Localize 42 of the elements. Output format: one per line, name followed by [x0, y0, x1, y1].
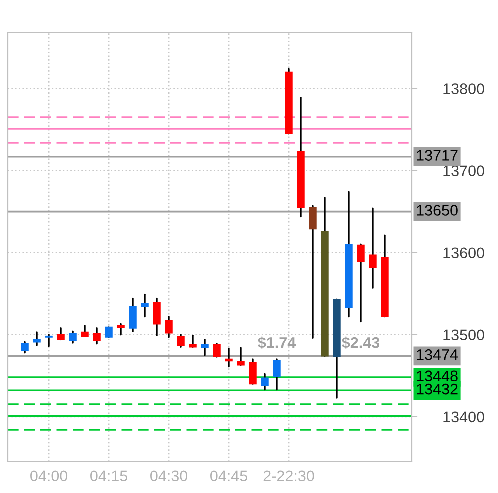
y-tick-label: 13600 — [444, 248, 484, 259]
x-tick-label: 04:15 — [90, 470, 128, 482]
annotation: $2.43 — [342, 336, 380, 350]
candlestick — [129, 298, 137, 332]
candlestick — [45, 334, 53, 348]
y-tick-label: 13700 — [444, 166, 484, 176]
candlestick — [105, 326, 113, 338]
candlestick — [153, 298, 161, 337]
y-tick-label: 13800 — [444, 84, 484, 94]
candlestick — [357, 244, 365, 323]
candlestick — [273, 358, 281, 391]
candlestick — [141, 294, 149, 318]
y-tick-label: 13400 — [444, 412, 484, 423]
candlestick — [117, 323, 125, 336]
ref-line-label: 13432 — [417, 384, 458, 395]
x-tick-label: 04:45 — [210, 470, 248, 482]
candlestick — [213, 343, 221, 358]
ref-line-label: 13717 — [417, 150, 458, 161]
ref-line-label: 13448 — [417, 370, 458, 382]
candlestick — [309, 205, 317, 339]
candlestick — [21, 341, 29, 354]
candlestick — [57, 327, 65, 341]
y-tick-label: 13500 — [444, 330, 484, 341]
ref-line-label: 13650 — [417, 205, 458, 216]
ref-line-label: 13474 — [417, 349, 458, 360]
candlestick — [177, 334, 185, 348]
x-tick-label: 04:00 — [30, 470, 68, 482]
candlestick — [369, 208, 377, 289]
x-tick-label: 04:30 — [150, 470, 188, 482]
candlestick — [225, 348, 233, 368]
candlestick — [69, 330, 77, 344]
candlestick — [237, 347, 245, 366]
candlestick — [249, 358, 257, 385]
candlestick — [201, 338, 209, 356]
candlestick — [261, 373, 269, 391]
candlestick — [165, 316, 173, 338]
x-tick-label: 2-22:30 — [264, 470, 314, 482]
candlestick — [33, 332, 41, 346]
candlestick — [189, 334, 197, 348]
candlestick — [93, 327, 101, 345]
annotation: $1.74 — [258, 336, 296, 350]
candlestick — [81, 325, 89, 338]
